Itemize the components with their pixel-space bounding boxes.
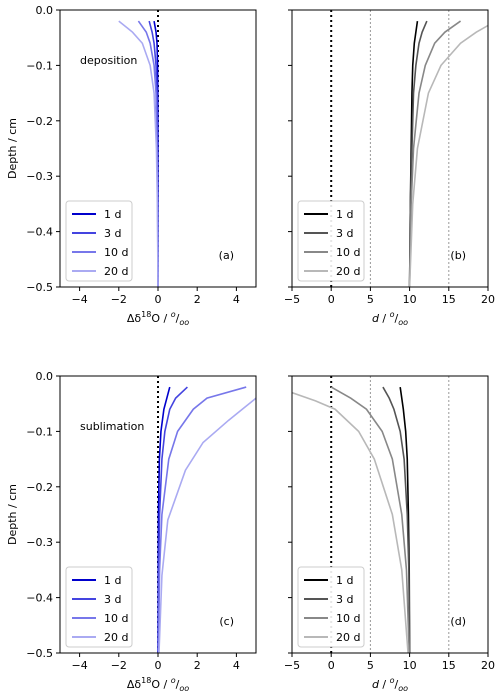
series-line-20d bbox=[118, 20, 159, 287]
y-tick-label: −0.5 bbox=[26, 647, 53, 660]
panel-d: −5 0 5 10 15 20 d / o/oo (d) 1 d 3 d 10 d 20 d bbox=[284, 375, 495, 693]
panel-letter: (d) bbox=[450, 615, 466, 628]
legend-label: 10 d bbox=[104, 612, 128, 625]
y-tick-label: 0.0 bbox=[36, 370, 54, 383]
legend-label: 20 d bbox=[336, 631, 360, 644]
x-axis-label: Δδ18O / o/oo bbox=[127, 310, 189, 327]
legend-label: 1 d bbox=[336, 574, 353, 587]
series-line-20d bbox=[158, 397, 256, 653]
y-axis-label: Depth / cm bbox=[6, 484, 19, 545]
x-tick-label: 4 bbox=[233, 293, 240, 306]
x-tick-label: 10 bbox=[403, 659, 417, 672]
x-tick-label: 0 bbox=[155, 293, 162, 306]
legend-label: 1 d bbox=[104, 208, 121, 221]
legend-label: 10 d bbox=[336, 612, 360, 625]
x-tick-label: 5 bbox=[367, 659, 374, 672]
panel-letter: (a) bbox=[219, 249, 234, 262]
legend: 1 d 3 d 10 d 20 d bbox=[65, 566, 133, 648]
legend-label: 10 d bbox=[336, 246, 360, 259]
series-line-10d bbox=[408, 20, 462, 287]
y-tick-label: −0.2 bbox=[26, 115, 53, 128]
y-tick-label: −0.3 bbox=[26, 170, 53, 183]
y-tick-label: −0.1 bbox=[26, 59, 53, 72]
panel-a: −4 −2 0 2 4 0.0 −0.1 −0.2 −0.3 −0.4 −0.5 Depth / cm… bbox=[6, 4, 257, 327]
y-tick-label: −0.4 bbox=[26, 592, 53, 605]
panel-c: −4 −2 0 2 4 0.0 −0.1 −0.2 −0.3 −0.4 −0.5 Depth / cm… bbox=[6, 370, 257, 693]
series-line-20d bbox=[292, 391, 409, 653]
legend-box bbox=[297, 566, 365, 648]
annotation-label: sublimation bbox=[80, 420, 144, 433]
x-tick-label: −4 bbox=[71, 659, 87, 672]
x-tick-label: 15 bbox=[442, 659, 456, 672]
x-axis-label: d / o/oo bbox=[372, 310, 408, 327]
x-tick-label: 20 bbox=[481, 293, 495, 306]
panel-letter: (b) bbox=[450, 249, 466, 262]
series-line-10d bbox=[157, 386, 247, 653]
panel-b: −5 0 5 10 15 20 d / o/oo (b) 1 d 3 d 10 d 20 d bbox=[284, 9, 495, 327]
x-tick-label: −5 bbox=[284, 659, 300, 672]
series-line-3d bbox=[157, 386, 188, 653]
legend-label: 3 d bbox=[336, 227, 353, 240]
annotation-label: deposition bbox=[80, 54, 137, 67]
x-tick-label: 0 bbox=[155, 659, 162, 672]
series-line-3d bbox=[382, 386, 411, 653]
legend-label: 3 d bbox=[104, 227, 121, 240]
x-tick-label: −2 bbox=[111, 659, 127, 672]
x-tick-label: 0 bbox=[328, 659, 335, 672]
y-tick-label: −0.3 bbox=[26, 536, 53, 549]
legend: 1 d 3 d 10 d 20 d bbox=[297, 566, 365, 648]
legend-label: 20 d bbox=[336, 265, 360, 278]
y-tick-label: −0.4 bbox=[26, 226, 53, 239]
series-line-10d bbox=[330, 386, 411, 653]
x-tick-label: −5 bbox=[284, 293, 300, 306]
legend-box bbox=[297, 200, 365, 282]
x-tick-label: 10 bbox=[403, 293, 417, 306]
x-axis-label: Δδ18O / o/oo bbox=[127, 676, 189, 693]
x-tick-label: −4 bbox=[71, 293, 87, 306]
legend-box bbox=[65, 566, 133, 648]
x-tick-label: 5 bbox=[367, 293, 374, 306]
legend-label: 1 d bbox=[336, 208, 353, 221]
panel-letter: (c) bbox=[219, 615, 234, 628]
legend-box bbox=[65, 200, 133, 282]
legend-label: 20 d bbox=[104, 631, 128, 644]
x-axis-label: d / o/oo bbox=[372, 676, 408, 693]
legend-label: 1 d bbox=[104, 574, 121, 587]
x-tick-label: 20 bbox=[481, 659, 495, 672]
series-line-3d bbox=[408, 20, 428, 287]
x-tick-label: 4 bbox=[233, 659, 240, 672]
legend-label: 10 d bbox=[104, 246, 128, 259]
y-tick-label: −0.1 bbox=[26, 425, 53, 438]
y-axis-label: Depth / cm bbox=[6, 118, 19, 179]
x-tick-label: −2 bbox=[111, 293, 127, 306]
series-line-20d bbox=[408, 24, 488, 287]
y-tick-label: −0.2 bbox=[26, 481, 53, 494]
legend: 1 d 3 d 10 d 20 d bbox=[65, 200, 133, 282]
legend-label: 3 d bbox=[336, 593, 353, 606]
x-tick-label: 15 bbox=[442, 293, 456, 306]
y-tick-label: −0.5 bbox=[26, 281, 53, 294]
legend: 1 d 3 d 10 d 20 d bbox=[297, 200, 365, 282]
x-tick-label: 0 bbox=[328, 293, 335, 306]
x-tick-label: 2 bbox=[194, 293, 201, 306]
y-tick-label: 0.0 bbox=[36, 4, 54, 17]
legend-label: 20 d bbox=[104, 265, 128, 278]
x-tick-label: 2 bbox=[194, 659, 201, 672]
legend-label: 3 d bbox=[104, 593, 121, 606]
plot-frame bbox=[291, 375, 489, 654]
plot-frame bbox=[291, 9, 489, 288]
